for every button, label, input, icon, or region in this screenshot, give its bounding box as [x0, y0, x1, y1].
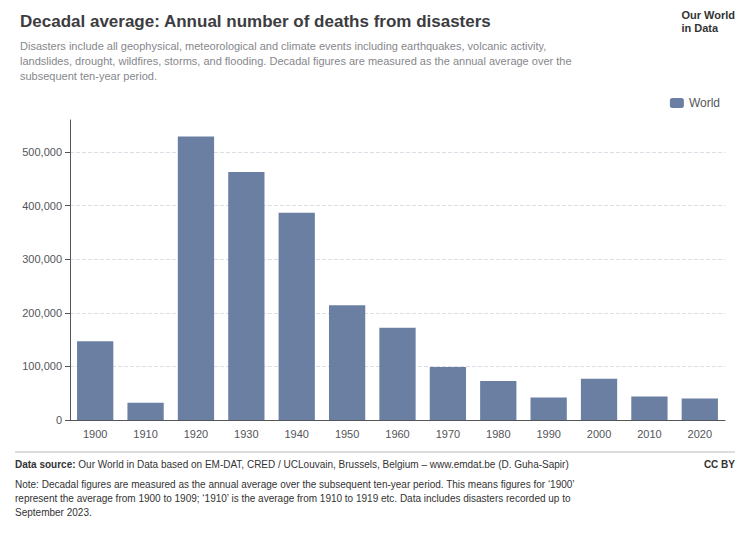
svg-text:landslides, drought, wildfires: landslides, drought, wildfires, storms, …: [20, 55, 572, 67]
svg-text:1920: 1920: [184, 428, 208, 440]
svg-text:2020: 2020: [688, 428, 712, 440]
svg-text:1950: 1950: [335, 428, 359, 440]
svg-text:Note: Decadal figures are meas: Note: Decadal figures are measured as th…: [15, 479, 575, 490]
svg-text:in Data: in Data: [681, 22, 719, 34]
svg-text:2000: 2000: [587, 428, 611, 440]
svg-text:represent the average from 190: represent the average from 1900 to 1909;…: [15, 493, 571, 504]
svg-text:400,000: 400,000: [22, 200, 62, 212]
svg-text:200,000: 200,000: [22, 307, 62, 319]
svg-text:Data source:: Data source:: [15, 459, 76, 470]
svg-text:2010: 2010: [637, 428, 661, 440]
svg-text:500,000: 500,000: [22, 146, 62, 158]
svg-text:1930: 1930: [234, 428, 258, 440]
svg-text:Decadal average: Annual number: Decadal average: Annual number of deaths…: [20, 12, 491, 31]
svg-text:1940: 1940: [284, 428, 308, 440]
svg-text:1900: 1900: [83, 428, 107, 440]
svg-text:1960: 1960: [385, 428, 409, 440]
svg-text:World: World: [689, 96, 720, 110]
svg-text:300,000: 300,000: [22, 253, 62, 265]
svg-text:100,000: 100,000: [22, 360, 62, 372]
svg-text:Our World: Our World: [681, 9, 735, 21]
svg-text:Our World in Data based on EM-: Our World in Data based on EM-DAT, CRED …: [76, 459, 569, 470]
svg-text:CC BY: CC BY: [704, 459, 735, 470]
svg-text:1980: 1980: [486, 428, 510, 440]
svg-text:1990: 1990: [536, 428, 560, 440]
svg-text:1970: 1970: [436, 428, 460, 440]
svg-text:Disasters include all geophysi: Disasters include all geophysical, meteo…: [20, 40, 546, 52]
svg-text:September 2023.: September 2023.: [15, 507, 92, 518]
svg-text:1910: 1910: [133, 428, 157, 440]
svg-text:0: 0: [56, 414, 62, 426]
svg-text:subsequent ten-year period.: subsequent ten-year period.: [20, 70, 157, 82]
